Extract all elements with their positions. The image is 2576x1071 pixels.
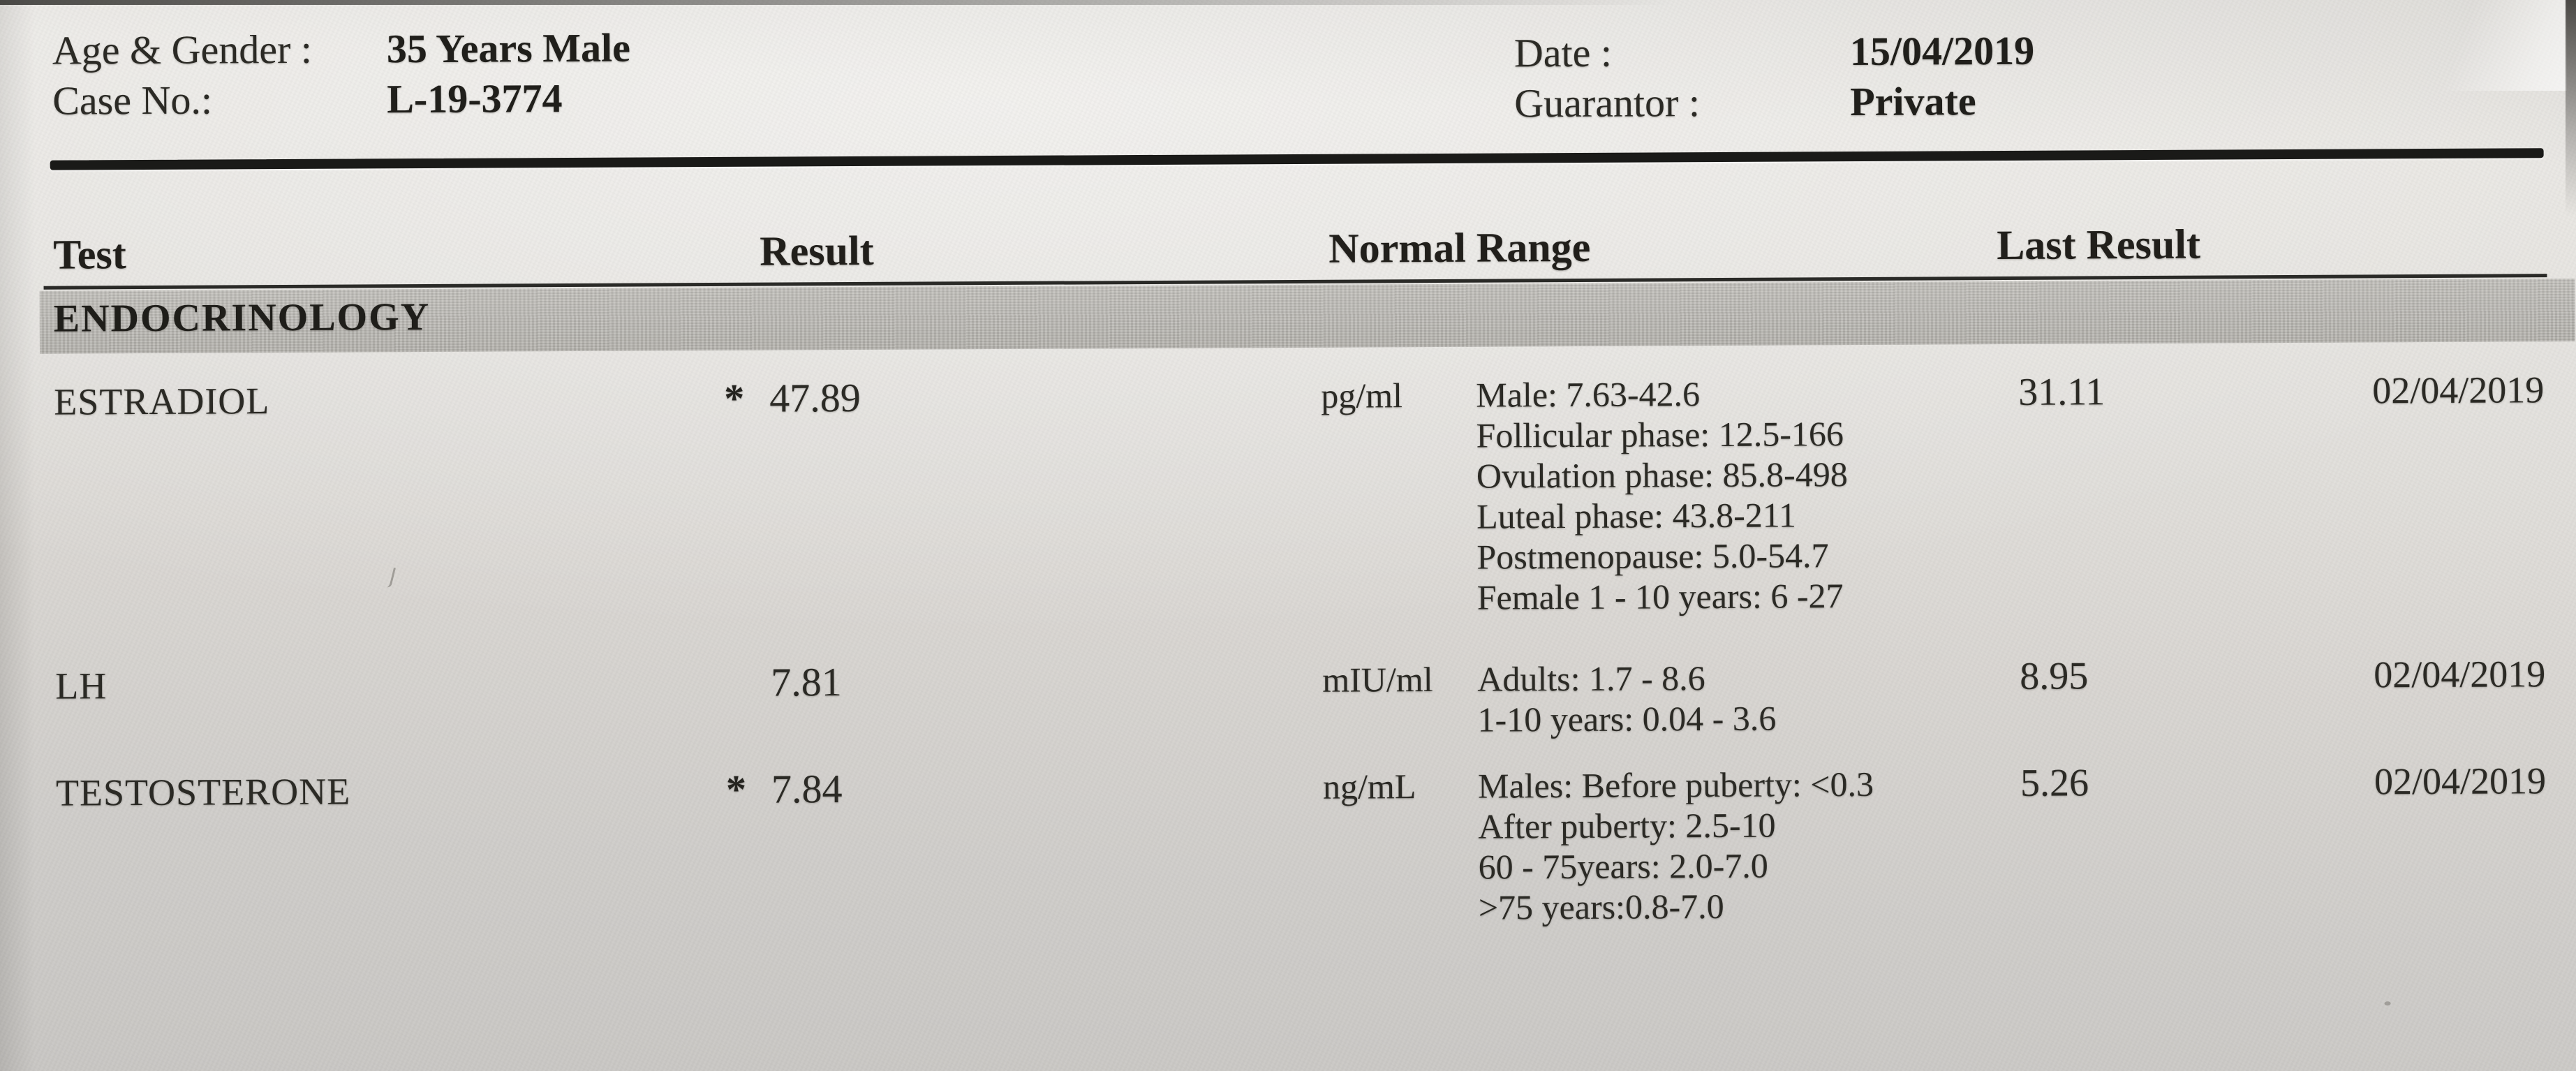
normal-range-line: Adults: 1.7 - 8.6: [1477, 658, 1705, 699]
last-result-date: 02/04/2019: [2372, 369, 2545, 412]
normal-range-line: Luteal phase: 43.8-211: [1476, 495, 1797, 536]
normal-range-line: 60 - 75years: 2.0-7.0: [1478, 845, 1768, 887]
normal-range-cell: Male: 7.63-42.6 Follicular phase: 12.5-16…: [1476, 372, 2011, 618]
result-rows: ESTRADIOL * 47.89 pg/ml Male: 7.63-42.6 F…: [0, 369, 2576, 935]
column-header-test: Test: [53, 231, 126, 278]
age-gender-label: Age & Gender :: [52, 26, 313, 73]
last-result-value: 31.11: [2018, 370, 2105, 414]
normal-range-line: Postmenopause: 5.0-54.7: [1476, 536, 1829, 577]
guarantor-label: Guarantor :: [1514, 80, 1701, 126]
last-result-date: 02/04/2019: [2374, 760, 2547, 803]
age-gender-row: Age & Gender : 35 Years Male: [52, 23, 630, 76]
test-name: TESTOSTERONE: [55, 770, 351, 814]
section-band: ENDOCRINOLOGY: [39, 278, 2575, 354]
last-result-value: 8.95: [2020, 654, 2089, 698]
abnormal-flag: *: [725, 766, 747, 812]
column-header-last-result: Last Result: [1997, 221, 2201, 269]
result-unit: pg/ml: [1321, 376, 1403, 415]
date-row: Date : 15/04/2019: [1514, 26, 2035, 79]
normal-range-line: Follicular phase: 12.5-166: [1476, 414, 1844, 455]
section-title: ENDOCRINOLOGY: [53, 295, 431, 341]
patient-info-block: Age & Gender : 35 Years Male Case No.: L…: [52, 23, 631, 126]
normal-range-line: Female 1 - 10 years: 6 -27: [1476, 576, 1844, 617]
table-row: LH 7.81 mIU/ml Adults: 1.7 - 8.6 1-10 yea…: [1, 653, 2576, 747]
result-value: 47.89: [769, 374, 861, 421]
test-name: LH: [55, 665, 108, 707]
normal-range-line: 1-10 years: 0.04 - 3.6: [1477, 698, 1777, 739]
photo-top-right-edge-shadow: [2566, 0, 2576, 216]
result-unit: ng/mL: [1322, 767, 1416, 806]
normal-range-cell: Males: Before puberty: <0.3 After puberty…: [1478, 763, 2013, 928]
normal-range-line: Ovulation phase: 85.8-498: [1476, 455, 1848, 496]
normal-range-line: Males: Before puberty: <0.3: [1477, 764, 1874, 806]
photo-top-edge-shadow: [0, 0, 1675, 5]
test-name: ESTRADIOL: [54, 380, 270, 423]
result-value: 7.81: [771, 659, 842, 705]
case-no-value: L-19-3774: [387, 75, 563, 122]
normal-range-line: >75 years:0.8-7.0: [1478, 886, 1724, 927]
case-no-label: Case No.:: [52, 77, 213, 124]
age-gender-value: 35 Years Male: [386, 24, 631, 72]
column-header-normal-range: Normal Range: [1328, 223, 1591, 272]
result-value: 7.84: [771, 766, 843, 812]
normal-range-line: Male: 7.63-42.6: [1476, 374, 1701, 415]
normal-range-line: After puberty: 2.5-10: [1478, 805, 1776, 846]
case-no-row: Case No.: L-19-3774: [52, 73, 630, 126]
date-label: Date :: [1513, 29, 1613, 76]
last-result-value: 5.26: [2020, 761, 2089, 805]
photo-top-right-highlight: [2406, 0, 2567, 91]
normal-range-cell: Adults: 1.7 - 8.6 1-10 years: 0.04 - 3.6: [1477, 656, 2012, 740]
guarantor-value: Private: [1850, 78, 1976, 125]
last-result-date: 02/04/2019: [2374, 653, 2546, 696]
abnormal-flag: *: [724, 375, 745, 421]
date-value: 15/04/2019: [1849, 27, 2035, 75]
column-header-result: Result: [760, 227, 874, 274]
result-unit: mIU/ml: [1322, 659, 1433, 700]
guarantor-row: Guarantor : Private: [1514, 76, 2035, 129]
photo-speck: [2384, 1001, 2391, 1006]
header-divider-rule: [50, 148, 2544, 170]
report-info-block: Date : 15/04/2019 Guarantor : Private: [1514, 26, 2035, 129]
table-row: TESTOSTERONE * 7.84 ng/mL Males: Before …: [1, 760, 2576, 935]
